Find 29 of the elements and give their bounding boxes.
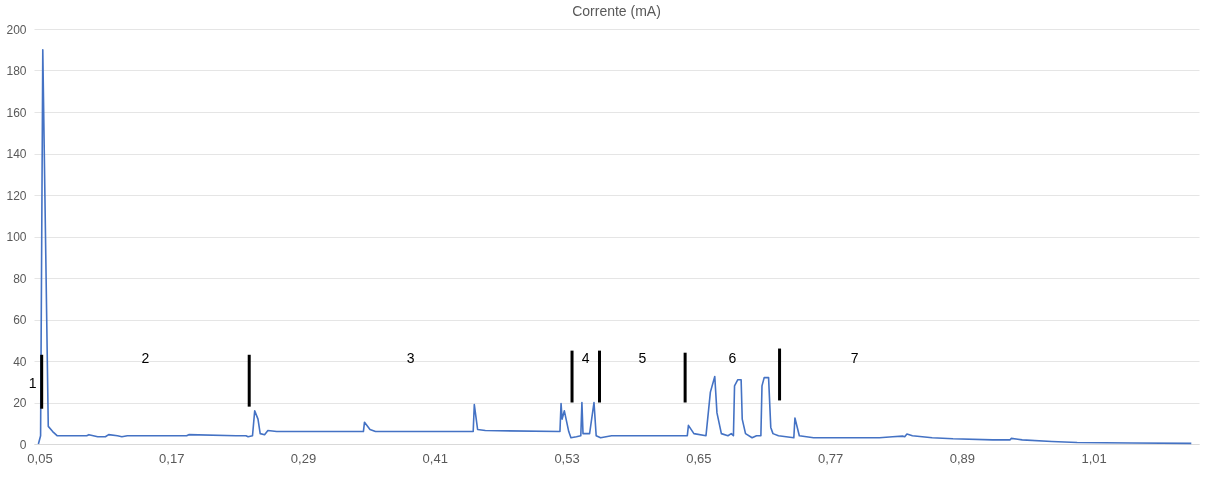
annotation: 3	[406, 350, 415, 366]
y-tick-label: 0	[19, 437, 27, 452]
x-tick-label: 0,41	[422, 450, 448, 466]
x-tick-label: 0,53	[554, 450, 580, 466]
y-tick-label: 200	[6, 22, 27, 37]
y-tick-label: 140	[6, 147, 27, 161]
annotation: 1	[28, 375, 37, 391]
annotation: 2	[141, 350, 150, 366]
x-tick-label: 0,29	[290, 450, 317, 466]
x-tick-label: 0,65	[686, 450, 712, 466]
y-tick-label: 120	[6, 188, 27, 203]
chart-title: Corrente (mA)	[572, 3, 661, 19]
y-tick-label: 80	[13, 271, 27, 286]
x-tick-label: 0,05	[27, 450, 53, 466]
y-tick-label: 160	[6, 105, 27, 120]
x-tick-label: 0,89	[949, 450, 975, 466]
annotation: 6	[728, 350, 737, 366]
y-tick-label: 180	[6, 64, 27, 78]
annotation: 5	[638, 350, 647, 366]
annotation: 4	[581, 350, 590, 366]
line-series	[37, 48, 1193, 445]
y-tick-label: 40	[13, 354, 27, 369]
x-tick-label: 0,17	[159, 450, 185, 466]
annotation: 7	[850, 350, 859, 366]
y-tick-label: 20	[13, 396, 27, 410]
x-tick-label: 0,77	[817, 450, 844, 466]
y-tick-label: 100	[6, 230, 27, 244]
y-tick-label: 60	[13, 313, 27, 327]
x-tick-label: 1,01	[1081, 450, 1107, 466]
